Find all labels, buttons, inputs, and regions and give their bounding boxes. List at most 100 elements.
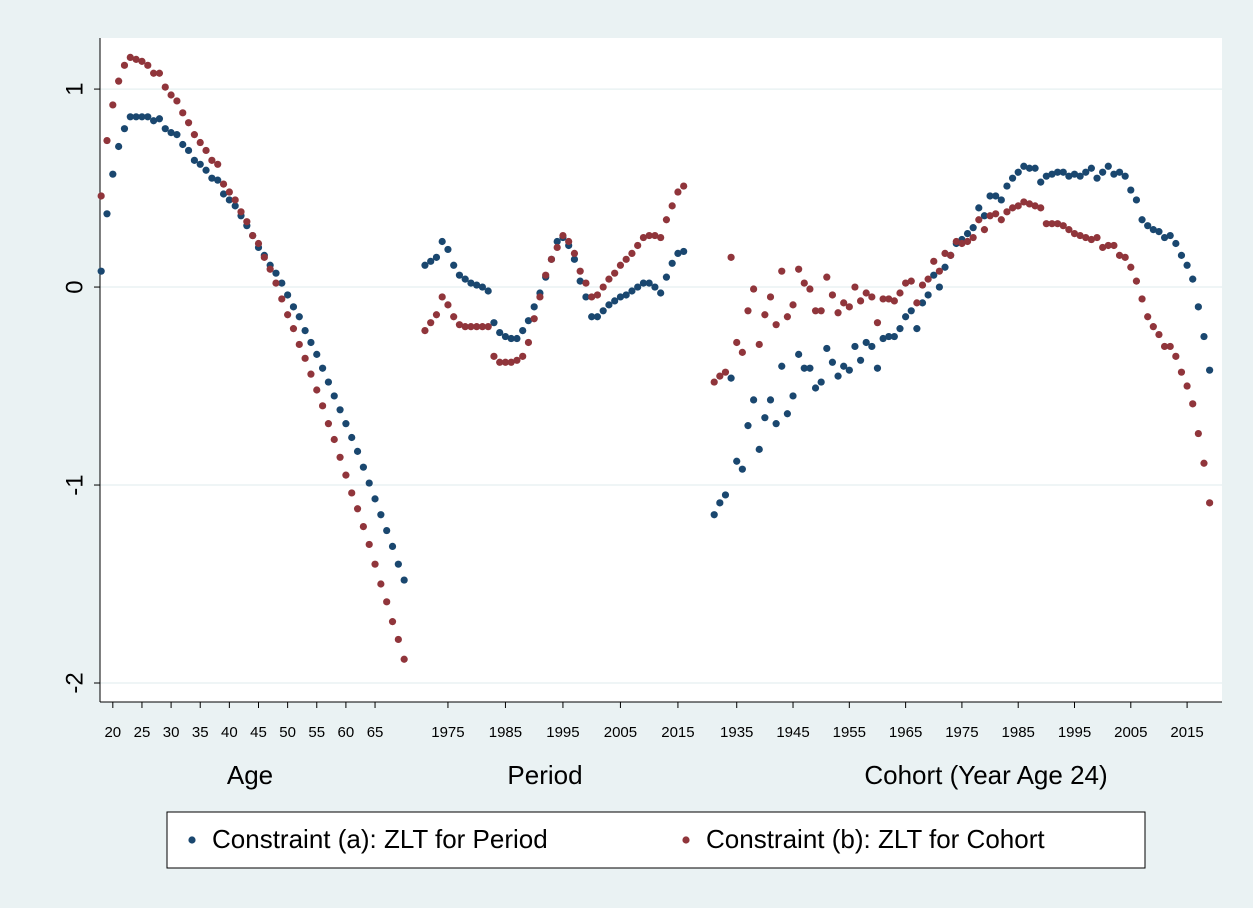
point — [313, 386, 321, 394]
point — [507, 358, 515, 366]
point — [834, 372, 842, 380]
point — [103, 136, 111, 145]
point — [634, 283, 642, 291]
point — [179, 140, 187, 149]
point — [132, 113, 140, 121]
point — [1003, 208, 1011, 216]
point — [214, 176, 222, 184]
point — [721, 491, 730, 499]
point — [1054, 168, 1062, 176]
point — [553, 237, 561, 246]
point — [394, 635, 402, 644]
point — [513, 334, 521, 343]
legend-marker — [682, 836, 690, 844]
point — [902, 279, 910, 287]
point — [1155, 228, 1163, 236]
point — [907, 277, 915, 285]
point — [811, 307, 820, 315]
point — [879, 334, 887, 343]
x-tick-label: 1955 — [833, 724, 866, 741]
point — [336, 453, 344, 461]
point — [421, 261, 429, 269]
point — [828, 291, 837, 299]
point — [657, 289, 665, 297]
point — [225, 196, 233, 204]
point — [662, 273, 671, 281]
point — [963, 229, 972, 238]
point — [1132, 196, 1141, 204]
point — [353, 505, 362, 513]
point — [1003, 182, 1011, 190]
point — [924, 291, 932, 299]
point — [1059, 168, 1067, 176]
point — [935, 283, 943, 291]
point — [202, 146, 210, 155]
point — [289, 303, 298, 311]
point — [1104, 162, 1112, 170]
point — [1082, 233, 1090, 242]
point — [761, 414, 769, 422]
point — [1014, 202, 1022, 210]
point — [97, 192, 105, 200]
point — [484, 323, 492, 331]
point — [388, 618, 397, 626]
point — [484, 287, 492, 295]
point — [473, 281, 481, 289]
point — [582, 279, 590, 287]
point — [885, 332, 893, 341]
point — [301, 327, 309, 335]
x-tick-label: 1985 — [489, 724, 522, 741]
point — [611, 297, 619, 305]
point — [377, 580, 385, 588]
point — [851, 342, 859, 351]
point — [490, 319, 498, 327]
x-tick-label: 1995 — [1058, 724, 1091, 741]
point — [963, 237, 972, 246]
point — [1037, 178, 1045, 186]
point — [738, 465, 746, 473]
x-tick-label: 2015 — [1170, 724, 1203, 741]
x-tick-label: 1975 — [431, 724, 464, 741]
point — [862, 289, 870, 297]
x-tick-label: 50 — [279, 724, 296, 741]
point — [862, 338, 870, 347]
y-tick-label: -1 — [61, 474, 88, 495]
x-tick-label: 30 — [163, 724, 180, 741]
point — [795, 265, 803, 273]
point — [1054, 220, 1062, 228]
point — [1048, 170, 1056, 178]
point — [1177, 251, 1186, 259]
point — [918, 281, 927, 289]
point — [450, 313, 458, 321]
point — [930, 271, 938, 279]
point — [980, 212, 989, 220]
point — [438, 237, 446, 246]
point — [772, 420, 780, 428]
point — [324, 420, 333, 428]
x-tick-label: 20 — [104, 724, 121, 741]
point — [202, 166, 210, 174]
point — [184, 119, 193, 127]
point — [593, 313, 602, 321]
point — [783, 410, 791, 418]
point — [733, 338, 741, 347]
point — [674, 249, 682, 257]
x-tick-label: 2015 — [661, 724, 694, 741]
point — [913, 299, 921, 307]
point — [588, 313, 596, 321]
point — [1138, 295, 1146, 303]
point — [890, 297, 898, 305]
point — [1144, 222, 1152, 230]
point — [1076, 172, 1084, 180]
point — [1042, 172, 1050, 180]
point — [941, 249, 949, 257]
point — [324, 378, 333, 386]
point — [727, 253, 735, 261]
point — [353, 447, 362, 455]
point — [845, 303, 853, 311]
point — [547, 255, 556, 263]
point — [628, 287, 636, 295]
point — [1082, 168, 1090, 176]
point — [295, 313, 303, 321]
point — [873, 364, 882, 372]
